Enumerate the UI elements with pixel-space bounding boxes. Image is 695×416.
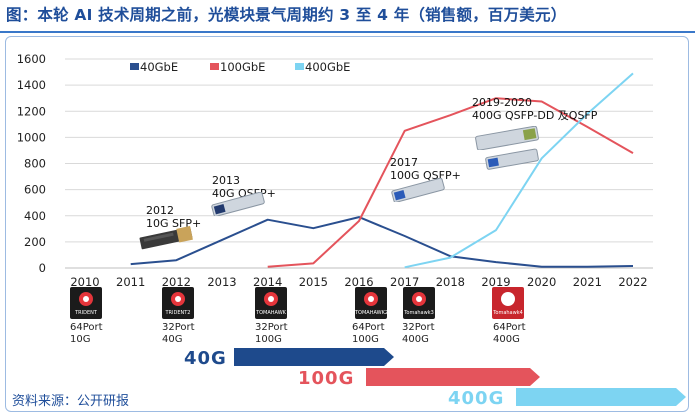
chip-ports-tomahawk2: 64Port 100G <box>352 322 385 346</box>
port-speed: 40G <box>162 334 183 345</box>
legend-swatch-100gbe <box>210 63 219 70</box>
annotation-a2019-line0: 2019-2020 <box>472 96 532 109</box>
annotation-a2017-line1: 100G QSFP+ <box>390 169 461 182</box>
port-speed: 400G <box>493 334 520 345</box>
x-tick-label: 2010 <box>70 275 99 289</box>
figure-title: 图：本轮 AI 技术周期之前，光模块景气周期约 3 至 4 年（销售额，百万美元… <box>6 6 567 24</box>
port-count: 32Port <box>402 322 435 333</box>
chip-caption: Tomahawk4 <box>493 310 523 316</box>
legend-label-400gbe: 400GbE <box>305 60 350 74</box>
x-tick-label: 2020 <box>527 275 556 289</box>
series-line-100gbe <box>267 97 634 268</box>
port-count: 64Port <box>352 322 385 333</box>
arrow-100g <box>366 368 540 386</box>
chip-ports-tomahawk4: 64Port 400G <box>493 322 526 346</box>
annotation-a2013-line0: 2013 <box>212 174 240 187</box>
sfp-module-10g-image <box>139 226 193 250</box>
port-count: 64Port <box>493 322 526 333</box>
qsfp-module-40g-image <box>211 192 265 216</box>
arrow-40g <box>234 348 394 366</box>
x-tick-label: 2014 <box>253 275 282 289</box>
chip-caption: TRIDENT2 <box>165 310 191 316</box>
chip-caption: Tomahawk3 <box>404 310 434 316</box>
broadcom-logo-icon <box>501 292 515 306</box>
chip-ports-trident: 64Port 10G <box>70 322 103 346</box>
x-tick-label: 2013 <box>207 275 236 289</box>
chip-tomahawk2: TOMAHAWK2 <box>355 287 389 319</box>
broadcom-logo-icon <box>264 292 278 306</box>
y-tick-label: 1200 <box>17 104 46 118</box>
chip-caption: TOMAHAWK2 <box>355 310 389 316</box>
qsfp-module-400g-image <box>485 148 539 170</box>
chip-tomahawk4: Tomahawk4 <box>492 287 524 319</box>
qsfp-module-100g-image <box>391 178 445 202</box>
legend-swatch-400gbe <box>295 63 304 70</box>
annotation-a2017-line0: 2017 <box>390 156 418 169</box>
broadcom-logo-icon <box>79 292 93 306</box>
arrow-400g <box>516 388 686 406</box>
y-tick-label: 200 <box>24 235 46 249</box>
y-tick-label: 1000 <box>17 130 46 144</box>
arrow-label-400g: 400G <box>448 388 505 409</box>
annotation-a2012-line0: 2012 <box>146 204 174 217</box>
series-line-40gbe <box>130 216 634 268</box>
source-note: 资料来源：公开研报 <box>12 394 130 409</box>
chip-ports-tomahawk: 32Port 100G <box>255 322 288 346</box>
line-chart: 0 200 400 600 800 1000 1200 1400 1600 2010 2011 20… <box>17 52 653 289</box>
broadcom-logo-icon <box>171 292 185 306</box>
series-line-400gbe <box>404 72 634 269</box>
x-tick-label: 2012 <box>162 275 191 289</box>
y-tick-label: 800 <box>24 157 46 171</box>
qsfpdd-module-400g-image <box>475 126 539 150</box>
chip-caption: TRIDENT <box>75 310 97 316</box>
x-tick-label: 2019 <box>481 275 510 289</box>
arrow-label-100g: 100G <box>298 368 355 389</box>
x-tick-label: 2022 <box>618 275 647 289</box>
x-tick-label: 2018 <box>436 275 465 289</box>
port-speed: 100G <box>352 334 379 345</box>
chip-trident: TRIDENT <box>70 287 102 319</box>
legend-swatch-40gbe <box>130 63 139 70</box>
y-tick-label: 1600 <box>17 52 46 66</box>
legend-label-100gbe: 100GbE <box>220 60 265 74</box>
y-tick-label: 1400 <box>17 78 46 92</box>
x-tick-label: 2011 <box>116 275 145 289</box>
arrow-label-40g: 40G <box>184 348 227 369</box>
port-speed: 400G <box>402 334 429 345</box>
y-tick-label: 600 <box>24 183 46 197</box>
chip-ports-tomahawk3: 32Port 400G <box>402 322 435 346</box>
broadcom-logo-icon <box>412 292 426 306</box>
x-tick-label: 2017 <box>390 275 419 289</box>
broadcom-logo-icon <box>364 292 378 306</box>
legend-label-40gbe: 40GbE <box>140 60 178 74</box>
figure-frame <box>5 36 689 412</box>
chip-tomahawk: TOMAHAWK <box>255 287 287 319</box>
port-count: 64Port <box>70 322 103 333</box>
chip-trident2: TRIDENT2 <box>162 287 194 319</box>
port-count: 32Port <box>162 322 195 333</box>
chip-tomahawk3: Tomahawk3 <box>403 287 435 319</box>
port-speed: 100G <box>255 334 282 345</box>
x-tick-label: 2021 <box>573 275 602 289</box>
x-tick-label: 2015 <box>299 275 328 289</box>
title-rule <box>0 31 695 33</box>
annotation-a2019-line1: 400G QSFP-DD 及QSFP <box>472 109 598 122</box>
port-speed: 10G <box>70 334 91 345</box>
y-tick-label: 0 <box>39 261 46 275</box>
x-tick-label: 2016 <box>344 275 373 289</box>
chip-ports-trident2: 32Port 40G <box>162 322 195 346</box>
y-tick-label: 400 <box>24 209 46 223</box>
chip-caption: TOMAHAWK <box>256 310 286 316</box>
port-count: 32Port <box>255 322 288 333</box>
